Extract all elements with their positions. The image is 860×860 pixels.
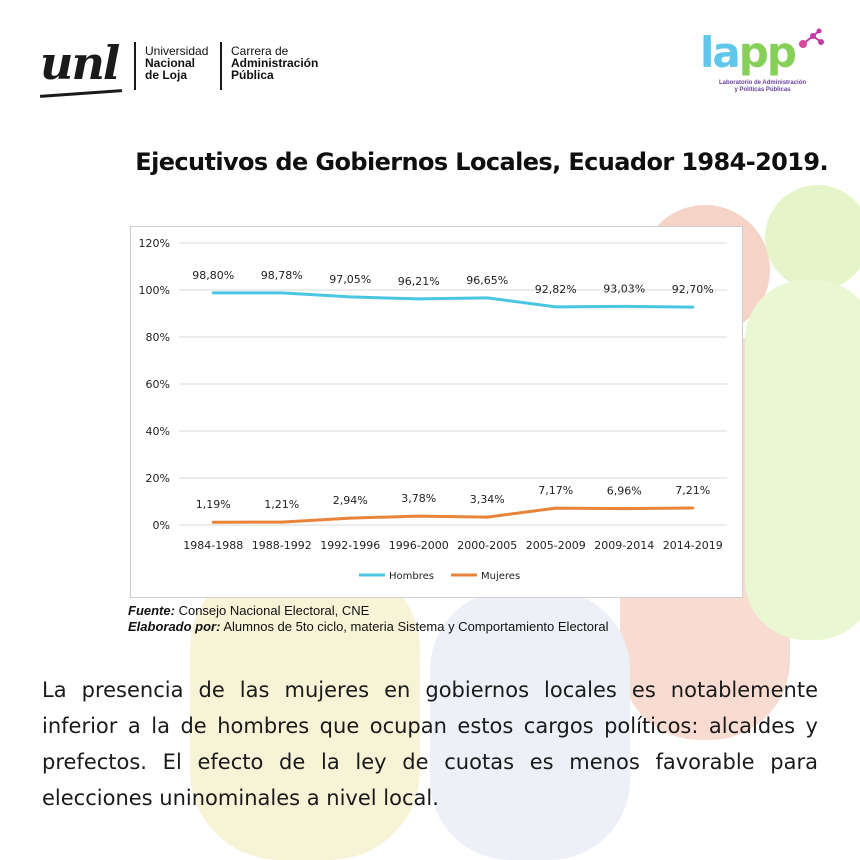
y-tick-label: 40% (146, 425, 170, 438)
y-tick-label: 20% (146, 472, 170, 485)
series-line-hombres (213, 291, 693, 309)
y-tick-label: 120% (139, 237, 170, 250)
lapp-wordmark: lapp (700, 28, 797, 78)
background-figure (765, 185, 860, 290)
background-figure (430, 590, 630, 860)
career-line: Carrera de (231, 44, 289, 58)
x-tick-label: 2005-2009 (526, 539, 586, 552)
y-tick-label: 0% (153, 519, 170, 532)
source-value: Consejo Nacional Electoral, CNE (178, 603, 370, 618)
source-key: Fuente: (128, 603, 175, 618)
lapp-subtitle: Laboratorio de Administración y Política… (700, 80, 825, 94)
author-value: Alumnos de 5to ciclo, materia Sistema y … (223, 619, 609, 634)
career-line: Administración (231, 56, 319, 70)
y-tick-label: 80% (146, 331, 170, 344)
data-label: 98,78% (261, 269, 303, 282)
data-point (417, 297, 421, 301)
header: unl Universidad Nacional de Loja Carrera… (0, 0, 860, 120)
author-key: Elaborado por: (128, 619, 221, 634)
data-label: 1,21% (264, 498, 299, 511)
data-point (554, 305, 558, 309)
data-label: 7,21% (675, 484, 710, 497)
molecule-icon (799, 28, 824, 48)
data-label: 3,34% (470, 493, 505, 506)
line-chart: 0% 20% 40% 60% 80% 100% 120% 1984-1988 1988-1992… (139, 237, 727, 582)
data-label: 98,80% (192, 269, 234, 282)
lapp-subtitle-line: Laboratorio de Administración (718, 80, 807, 86)
data-point (622, 507, 626, 511)
data-point (485, 515, 489, 519)
logo-divider (220, 42, 222, 90)
lapp-logo: lapp Laboratorio de Administración y Pol… (700, 28, 825, 98)
lapp-wordmark-b: pp (738, 28, 797, 77)
x-tick-label: 2009-2014 (594, 539, 654, 552)
data-point (348, 295, 352, 299)
data-label: 97,05% (329, 273, 371, 286)
university-name: Universidad Nacional de Loja (145, 45, 208, 81)
y-tick-label: 60% (146, 378, 170, 391)
logo-divider (134, 42, 136, 90)
data-label: 96,21% (398, 275, 440, 288)
data-label: 1,19% (196, 498, 231, 511)
data-point (348, 516, 352, 520)
author-line: Elaborado por: Alumnos de 5to ciclo, mat… (128, 619, 608, 635)
data-label: 7,17% (538, 484, 573, 497)
data-point (554, 506, 558, 510)
data-point (485, 296, 489, 300)
source-notes: Fuente: Consejo Nacional Electoral, CNE … (128, 603, 608, 635)
series-line-mujeres (213, 506, 693, 524)
page-title: Ejecutivos de Gobiernos Locales, Ecuador… (135, 148, 828, 176)
x-tick-label: 2000-2005 (457, 539, 517, 552)
data-point (691, 506, 695, 510)
unl-logo: unl (40, 36, 120, 90)
x-tick-label: 1984-1988 (183, 539, 243, 552)
data-label: 93,03% (603, 282, 645, 295)
data-point (622, 304, 626, 308)
university-line: Nacional (145, 56, 196, 70)
background-figure (190, 560, 420, 860)
data-point (691, 305, 695, 309)
x-tick-label: 2014-2019 (663, 539, 723, 552)
university-line: Universidad (145, 44, 209, 58)
data-point (417, 514, 421, 518)
x-tick-label: 1988-1992 (252, 539, 312, 552)
data-point (280, 291, 284, 295)
description-paragraph: La presencia de las mujeres en gobiernos… (42, 678, 818, 810)
data-label: 2,94% (333, 494, 368, 507)
lapp-wordmark-a: la (700, 28, 741, 77)
x-tick-label: 1996-2000 (389, 539, 449, 552)
data-label: 96,65% (466, 274, 508, 287)
career-name: Carrera de Administración Pública (231, 45, 318, 81)
university-line: de Loja (145, 68, 188, 82)
career-line: Pública (231, 68, 274, 82)
data-point (280, 520, 284, 524)
data-label: 92,82% (535, 283, 577, 296)
chart-panel: 0% 20% 40% 60% 80% 100% 120% 1984-1988 1988-1992… (130, 226, 743, 598)
legend-label: Hombres (389, 571, 434, 582)
x-tick-label: 1992-1996 (320, 539, 380, 552)
legend-label: Mujeres (481, 571, 520, 582)
data-point (211, 520, 215, 524)
data-label: 6,96% (607, 485, 642, 498)
unl-logo-underline (39, 89, 123, 98)
data-label: 3,78% (401, 492, 436, 505)
data-label: 92,70% (672, 283, 714, 296)
y-tick-label: 100% (139, 284, 170, 297)
lapp-subtitle-line: y Políticas Públicas (734, 87, 791, 93)
source-line: Fuente: Consejo Nacional Electoral, CNE (128, 603, 608, 619)
background-figure (745, 280, 860, 640)
data-point (211, 291, 215, 295)
